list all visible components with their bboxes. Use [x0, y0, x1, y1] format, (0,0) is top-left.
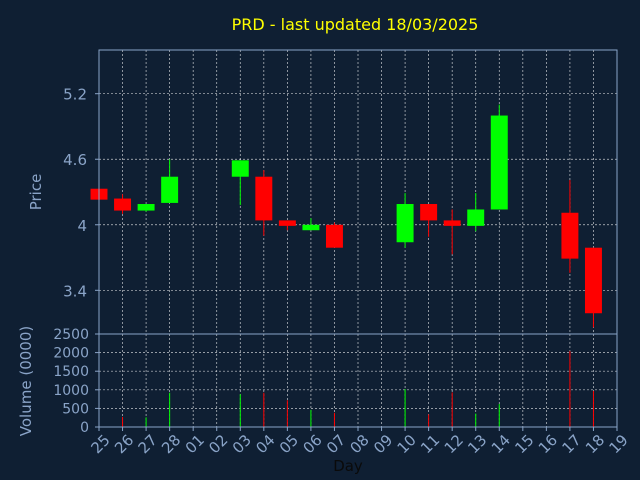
candle-body	[561, 212, 579, 259]
volume-tick-label: 500	[62, 401, 89, 417]
volume-tick-label: 2000	[53, 346, 89, 362]
candle-body	[584, 247, 602, 314]
price-tick-label: 4.6	[63, 151, 87, 169]
price-tick-label: 5.2	[63, 86, 87, 104]
candle-body	[420, 204, 438, 221]
candle-body	[114, 198, 132, 211]
volume-tick-label: 0	[80, 420, 89, 436]
candle-body	[467, 209, 485, 226]
candle-body	[396, 204, 414, 243]
price-panel: 3.4 4 4.6 5.2	[63, 49, 618, 335]
candle-body	[302, 224, 320, 231]
candle-body	[161, 176, 179, 203]
price-tick-label: 3.4	[63, 282, 87, 300]
price-tick-label: 4	[77, 217, 87, 235]
candle-body	[325, 224, 343, 248]
day-axis-label: Day	[333, 457, 363, 475]
volume-tick-label: 2500	[53, 327, 89, 343]
volume-tick-label: 1500	[53, 364, 89, 380]
price-axis-label: Price	[27, 174, 45, 211]
candle-body	[255, 176, 273, 221]
candle-body	[443, 220, 461, 226]
candle-body	[231, 160, 249, 177]
candle-body	[278, 220, 296, 226]
candle-body	[490, 115, 508, 210]
candle-body	[137, 204, 155, 211]
volume-axis-label: Volume (0000)	[17, 326, 35, 436]
chart-title: PRD - last updated 18/03/2025	[232, 15, 479, 34]
volume-tick-label: 1000	[53, 383, 89, 399]
